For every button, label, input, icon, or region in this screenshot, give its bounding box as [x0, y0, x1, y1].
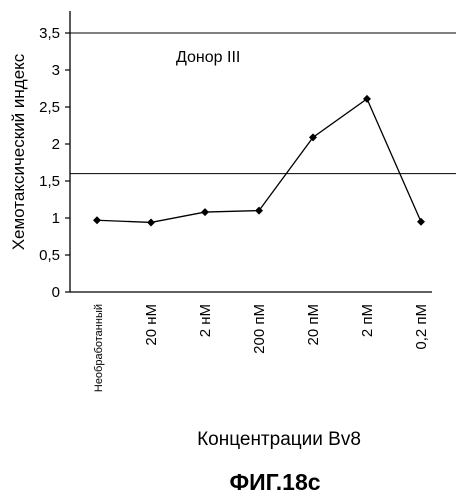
data-point: [147, 218, 155, 226]
reference-lines: [70, 33, 456, 174]
data-point: [201, 208, 209, 216]
data-point: [363, 95, 371, 103]
y-tick-label: 3,5: [39, 25, 60, 42]
series: [93, 95, 425, 227]
y-ticks: 0 0,5 1 1,5 2 2,5 3 3,5: [39, 25, 70, 301]
y-tick-label: 0: [52, 284, 60, 301]
x-ticks: Необработанный 20 нМ 2 нМ 200 пМ 20 пМ 2 пМ 0,…: [93, 304, 430, 392]
y-axis-label: Хемотаксический индекс: [9, 53, 28, 250]
data-point: [93, 216, 101, 224]
y-tick-label: 3: [52, 62, 60, 79]
x-tick-label: 2 пМ: [359, 304, 376, 337]
series-line: [97, 99, 421, 223]
x-tick-label: 20 пМ: [305, 304, 322, 345]
y-tick-label: 1,5: [39, 173, 60, 190]
x-tick-label: 2 нМ: [197, 304, 214, 337]
annotation: Донор III: [176, 49, 240, 66]
data-point: [417, 218, 425, 226]
x-axis-label: Концентрации Bv8: [197, 429, 361, 450]
x-tick-label: 20 нМ: [143, 304, 160, 346]
x-tick-label: Необработанный: [93, 304, 105, 392]
x-tick-label: 200 пМ: [251, 304, 268, 354]
figure-caption: ФИГ.18c: [229, 469, 320, 495]
axes: [70, 11, 432, 292]
y-tick-label: 2: [52, 136, 60, 153]
y-tick-label: 0,5: [39, 247, 60, 264]
y-tick-label: 2,5: [39, 99, 60, 116]
y-tick-label: 1: [52, 210, 60, 227]
x-tick-label: 0,2 пМ: [413, 304, 430, 350]
